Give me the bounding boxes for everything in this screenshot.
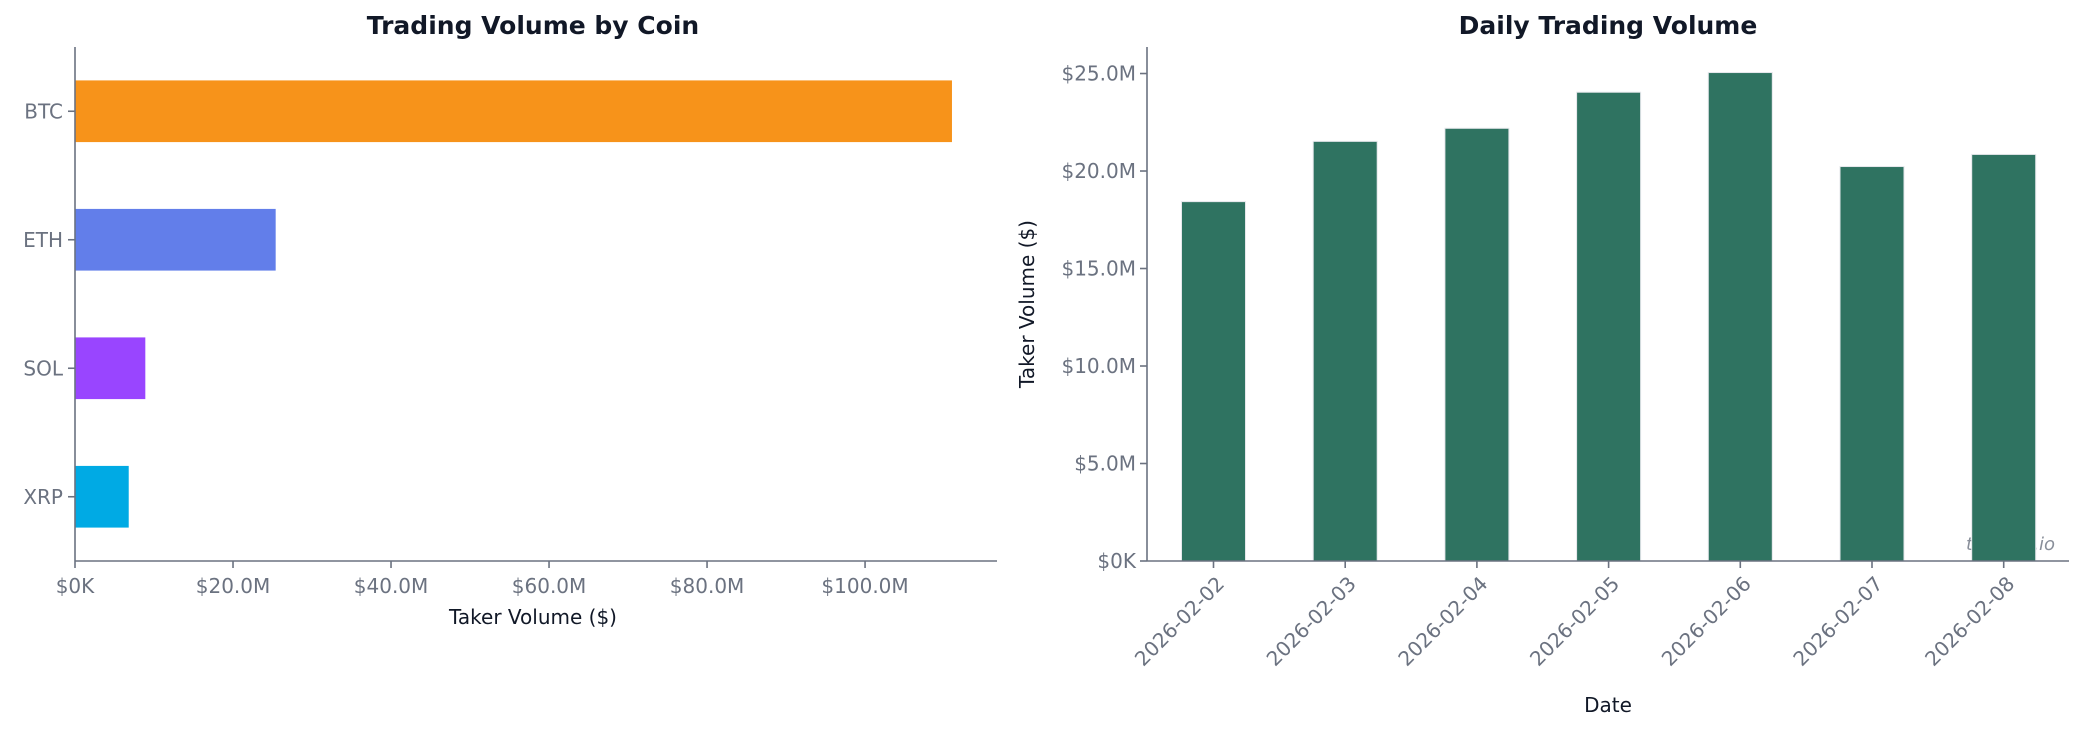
chart-title: Trading Volume by Coin — [367, 11, 699, 40]
y-tick-label: XRP — [23, 485, 63, 509]
y-tick-label: $20.0M — [1061, 159, 1136, 183]
bar-sol — [75, 337, 146, 400]
x-tick-label: $20.0M — [196, 574, 271, 598]
y-tick-label: SOL — [23, 356, 63, 380]
y-tick-label: $25.0M — [1061, 62, 1136, 86]
x-tick-label: 2026-02-04 — [1393, 572, 1492, 671]
bar-2026-02-02 — [1181, 201, 1246, 562]
bar-btc — [75, 80, 952, 143]
bar-2026-02-05 — [1576, 91, 1642, 562]
x-axis-label: Date — [1584, 693, 1632, 717]
coin-volume-chart: Trading Volume by Coin Taker Volume ($) … — [23, 11, 997, 629]
y-axis-label: Taker Volume ($) — [1015, 220, 1039, 389]
x-tick-label: 2026-02-03 — [1262, 572, 1361, 671]
x-tick-label: 2026-02-08 — [1920, 572, 2019, 671]
bar-eth — [75, 208, 276, 271]
bar-2026-02-04 — [1444, 127, 1510, 562]
y-tick-label: BTC — [24, 99, 63, 123]
x-tick-label: $0K — [56, 574, 95, 598]
daily-volume-chart: Daily Trading Volume Date Taker Volume (… — [1015, 11, 2069, 717]
x-tick-label: 2026-02-06 — [1657, 572, 1756, 671]
bar-2026-02-03 — [1312, 140, 1378, 562]
x-tick-label: $60.0M — [512, 574, 587, 598]
x-axis-label: Taker Volume ($) — [448, 605, 617, 629]
x-tick-label: 2026-02-02 — [1130, 572, 1229, 671]
x-tick-label: $80.0M — [670, 574, 745, 598]
bar-2026-02-08 — [1971, 153, 2037, 562]
x-tick-label: 2026-02-05 — [1525, 572, 1624, 671]
bar-2026-02-07 — [1839, 166, 1905, 562]
bar-xrp — [75, 465, 129, 528]
chart-title: Daily Trading Volume — [1459, 11, 1758, 40]
x-tick-label: $40.0M — [354, 574, 429, 598]
y-tick-label: $15.0M — [1061, 257, 1136, 281]
y-tick-label: $0K — [1097, 549, 1136, 573]
y-tick-label: $5.0M — [1074, 452, 1136, 476]
x-tick-label: 2026-02-07 — [1788, 572, 1887, 671]
y-tick-label: ETH — [23, 228, 63, 252]
x-tick-label: $100.0M — [821, 574, 908, 598]
bar-2026-02-06 — [1707, 72, 1773, 562]
y-tick-label: $10.0M — [1061, 354, 1136, 378]
